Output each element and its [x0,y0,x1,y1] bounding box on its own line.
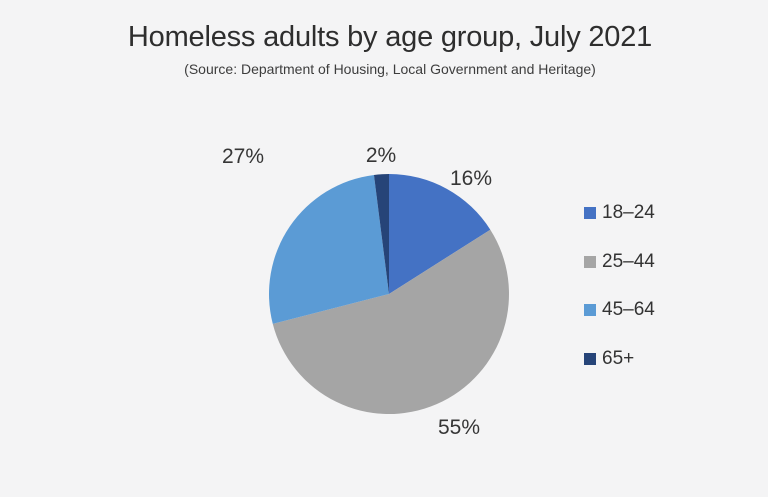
data-label-18-24: 16% [450,167,492,190]
pie-slice-65plus [373,174,389,294]
legend-label: 18–24 [602,202,655,223]
pie-slice-45-64 [269,174,389,324]
pie-slice-18-24 [389,174,491,294]
pie-slice-25-44 [272,229,510,414]
legend-item-65plus: 65+ [584,347,655,371]
legend-label: 65+ [602,347,635,369]
legend: 18–24 25–44 45–64 65+ [584,201,655,395]
legend-item-25-44: 25–44 [584,250,655,274]
legend-item-18-24: 18–24 [584,201,655,225]
data-label-65plus: 2% [366,144,396,167]
data-label-45-64: 27% [222,145,264,168]
legend-swatch-icon [584,304,596,316]
data-label-25-44: 55% [438,416,480,439]
legend-swatch-icon [584,352,596,365]
legend-item-45-64: 45–64 [584,298,655,322]
chart-subtitle: (Source: Department of Housing, Local Go… [184,61,596,77]
chart-title: Homeless adults by age group, July 2021 [127,21,653,53]
legend-swatch-icon [584,255,596,268]
legend-swatch-icon [584,207,596,219]
legend-label: 25–44 [602,250,655,272]
legend-label: 45–64 [602,299,655,320]
